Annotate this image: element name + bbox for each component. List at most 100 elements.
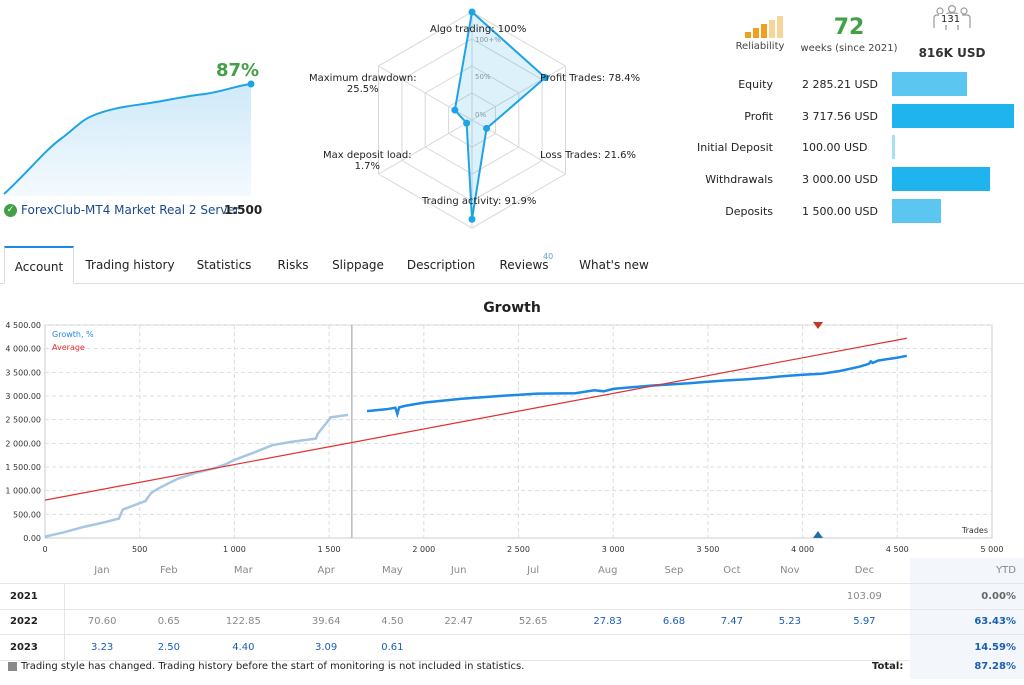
radar-scale-label: 0% [475, 111, 486, 119]
month-cell[interactable]: 52.65 [495, 609, 571, 635]
event-marker-bottom [813, 531, 823, 538]
x-tick-label: 3 000 [602, 545, 625, 554]
financial-value: 3 000.00 USD [802, 173, 878, 186]
x-tick-label: 1 500 [318, 545, 341, 554]
x-tick-label: 1 000 [223, 545, 246, 554]
tab-risks[interactable]: Risks [277, 258, 309, 272]
reliability-label: Reliability [735, 41, 785, 52]
month-cell[interactable]: 122.85 [197, 609, 289, 635]
table-header [0, 558, 64, 584]
year-cell: 2023 [0, 634, 65, 661]
legend-average: Average [52, 343, 85, 352]
verified-check-icon: ✓ [4, 203, 17, 217]
month-cell[interactable]: 4.50 [363, 609, 422, 635]
month-cell [421, 634, 496, 661]
radar-point-load [463, 119, 471, 127]
subscribers-amount: 816K USD [918, 46, 986, 60]
table-row: 2021 103.09 0.00% [0, 583, 1024, 610]
month-cell[interactable]: 4.40 [197, 634, 289, 661]
y-tick-label: 3 500.00 [5, 368, 41, 377]
month-cell[interactable]: 70.60 [64, 609, 140, 635]
legend-growth: Growth, % [52, 330, 94, 339]
average-line [44, 337, 907, 501]
month-cell [644, 634, 703, 661]
ytd-cell: 63.43% [910, 609, 1024, 635]
financial-row-initial-deposit: Initial Deposit 100.00 USD [690, 131, 1020, 163]
trading-style-note-text: Trading style has changed. Trading histo… [21, 661, 525, 672]
radar-point-profit [541, 74, 549, 82]
x-tick-label: 0 [42, 545, 47, 554]
table-header: Feb [139, 558, 198, 584]
mini-growth-area [4, 84, 251, 196]
month-cell[interactable]: 39.64 [288, 609, 364, 635]
weeks-label: weeks (since 2021) [800, 43, 898, 54]
month-cell[interactable]: 27.83 [570, 609, 645, 635]
radar-point-algo [468, 8, 476, 16]
month-cell[interactable]: 3.23 [64, 634, 140, 661]
month-cell [139, 583, 198, 610]
radar-label-drawdown-value: 25.5% [346, 84, 379, 95]
month-cell [421, 583, 496, 610]
radar-label-load-title: Max deposit load: [323, 150, 412, 161]
event-marker-top [813, 322, 823, 329]
month-cell[interactable]: 103.09 [818, 583, 910, 610]
financial-label: Deposits [725, 205, 773, 218]
month-cell [702, 583, 761, 610]
server-name-link[interactable]: ForexClub-MT4 Market Real 2 Server [21, 203, 240, 217]
x-tick-label: 2 500 [507, 545, 530, 554]
y-tick-label: 2 000.00 [5, 439, 41, 448]
x-tick-label: 5 000 [981, 545, 1004, 554]
radar-value-area [453, 10, 547, 220]
radar-point-drawdown [451, 106, 459, 114]
financial-bar [892, 167, 990, 191]
financial-row-deposits: Deposits 1 500.00 USD [690, 195, 1020, 227]
tab-account[interactable]: Account [4, 246, 74, 284]
x-tick-label: 500 [132, 545, 147, 554]
month-cell[interactable]: 3.09 [288, 634, 364, 661]
month-cell[interactable]: 22.47 [421, 609, 496, 635]
table-header: Dec [818, 558, 910, 584]
month-cell[interactable]: 0.61 [363, 634, 422, 661]
leverage: 1:500 [224, 203, 263, 217]
weeks-count: 72 [833, 15, 865, 40]
radar-label-load: Max deposit load: 1.7% [323, 150, 412, 172]
table-row: 2023 3.23 2.50 4.40 3.09 0.61 14.59% [0, 634, 1024, 661]
x-tick-label: 4 000 [791, 545, 814, 554]
tab-description[interactable]: Description [406, 258, 476, 272]
y-tick-label: 500.00 [13, 510, 41, 519]
trading-style-note: Trading style has changed. Trading histo… [8, 661, 524, 672]
month-cell[interactable]: 2.50 [139, 634, 198, 661]
month-cell [702, 634, 761, 661]
radar-label-drawdown-title: Maximum drawdown: [309, 73, 417, 84]
growth-line [366, 354, 908, 419]
x-tick-label: 3 500 [696, 545, 719, 554]
financial-value: 1 500.00 USD [802, 205, 878, 218]
table-footer: Trading style has changed. Trading histo… [0, 655, 1024, 679]
tab-whats-new[interactable]: What's new [579, 258, 649, 272]
total-label: Total: [872, 661, 904, 672]
radar-label-profit: Profit Trades: 78.4% [540, 73, 641, 84]
financial-bar [892, 199, 941, 223]
table-header: Jan [64, 558, 140, 584]
tab-trading-history[interactable]: Trading history [85, 258, 175, 272]
month-cell [818, 634, 910, 661]
financial-label: Profit [744, 110, 773, 123]
tab-reviews[interactable]: Reviews [499, 258, 549, 272]
month-cell[interactable]: 5.23 [760, 609, 819, 635]
month-cell[interactable]: 7.47 [702, 609, 761, 635]
table-row: 2022 70.60 0.65 122.85 39.64 4.50 22.47 52.65 27… [0, 609, 1024, 635]
growth-percent: 87% [216, 60, 260, 81]
x-axis-label: Trades [961, 526, 988, 535]
table-header: Jul [495, 558, 571, 584]
info-icon [8, 662, 17, 671]
month-cell[interactable]: 5.97 [818, 609, 910, 635]
month-cell[interactable]: 6.68 [644, 609, 703, 635]
y-tick-label: 4 500.00 [5, 321, 41, 330]
tab-statistics[interactable]: Statistics [196, 258, 252, 272]
month-cell[interactable]: 0.65 [139, 609, 198, 635]
table-header: May [363, 558, 422, 584]
tab-slippage[interactable]: Slippage [332, 258, 384, 272]
mini-growth-line [3, 83, 252, 195]
reliability[interactable]: Reliability [725, 16, 795, 52]
subscribers[interactable]: 131 816K USD [912, 4, 992, 60]
